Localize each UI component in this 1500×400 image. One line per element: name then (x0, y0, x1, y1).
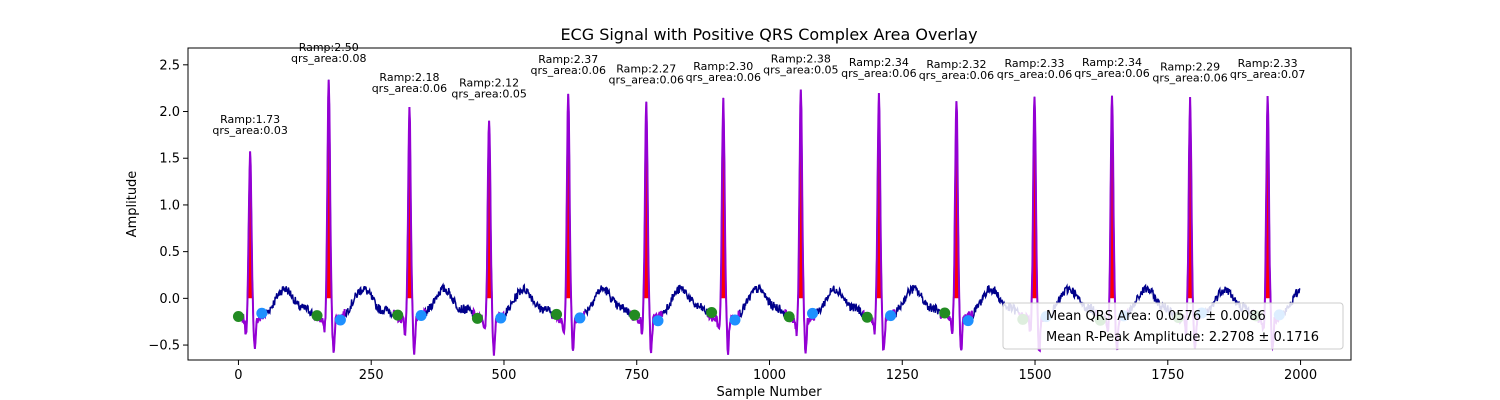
qrs-offset-marker (807, 307, 819, 319)
qrs-area-annotation: qrs_area:0.06 (372, 82, 447, 95)
qrs-area-fill (719, 97, 728, 299)
qrs-area-fill (796, 89, 806, 299)
qrs-offset-marker (962, 315, 974, 327)
qrs-area-fill (874, 93, 884, 299)
legend-entry-mean-r-peak-amplitude: Mean R-Peak Amplitude: 2.2708 ± 0.1716 (1046, 330, 1319, 345)
y-tick-label: 1.5 (159, 152, 180, 167)
qrs-area-fill (1185, 97, 1195, 299)
qrs-area-annotation: qrs_area:0.05 (763, 63, 838, 76)
ramp-annotation: Ramp:2.30 (693, 60, 753, 73)
x-tick-label: 2000 (1284, 368, 1317, 383)
ramp-annotation: Ramp:2.34 (849, 56, 909, 69)
qrs-area-annotation: qrs_area:0.06 (997, 68, 1072, 81)
beat-annotations: Ramp:1.73qrs_area:0.03Ramp:2.50qrs_area:… (212, 41, 1305, 137)
qrs-area-fill (1107, 95, 1117, 299)
qrs-area-annotation: qrs_area:0.06 (530, 64, 605, 77)
ramp-annotation: Ramp:2.32 (926, 58, 986, 71)
legend-box (1002, 302, 1344, 350)
ramp-annotation: Ramp:2.27 (616, 63, 676, 76)
qrs-offset-marker (415, 309, 427, 321)
qrs-offset-marker (256, 307, 268, 319)
ramp-annotation: Ramp:2.33 (1004, 57, 1064, 70)
qrs-onset-marker (392, 309, 404, 321)
qrs-area-fill (1263, 96, 1272, 299)
ramp-annotation: Ramp:2.33 (1238, 57, 1298, 70)
ramp-annotation: Ramp:2.38 (771, 52, 831, 65)
qrs-area-annotation: qrs_area:0.05 (451, 88, 526, 101)
ramp-annotation: Ramp:2.37 (538, 53, 598, 66)
legend: Mean QRS Area: 0.0576 ± 0.0086 Mean R-Pe… (1002, 302, 1344, 350)
qrs-offset-marker (885, 310, 897, 322)
y-tick-label: 0.5 (159, 245, 180, 260)
x-tick-label: 0 (234, 368, 242, 383)
x-tick-label: 500 (492, 368, 517, 383)
y-tick-label: 1.0 (159, 198, 180, 213)
qrs-onset-marker (706, 307, 718, 319)
x-tick-label: 250 (359, 368, 384, 383)
x-axis-label: Sample Number (716, 385, 822, 400)
qrs-area-fill (564, 93, 573, 299)
chart-title: ECG Signal with Positive QRS Complex Are… (560, 25, 977, 44)
qrs-area-annotation: qrs_area:0.06 (686, 71, 761, 84)
qrs-area-annotation: qrs_area:0.07 (1230, 68, 1305, 81)
qrs-onset-marker (939, 307, 951, 319)
qrs-area-fill (952, 101, 961, 299)
qrs-area-annotation: qrs_area:0.03 (212, 124, 287, 137)
qrs-area-fill (405, 107, 414, 299)
qrs-area-fill (1030, 96, 1039, 299)
x-tick-label: 1250 (886, 368, 919, 383)
x-tick-label: 750 (624, 368, 649, 383)
qrs-onset-marker (471, 312, 483, 324)
qrs-area-annotation: qrs_area:0.06 (1074, 67, 1149, 80)
qrs-area-annotation: qrs_area:0.06 (1152, 72, 1227, 85)
ramp-annotation: Ramp:2.18 (379, 71, 439, 84)
qrs-area-fill (245, 151, 255, 299)
x-tick-label: 1000 (753, 368, 786, 383)
y-tick-label: −0.5 (148, 339, 180, 354)
y-axis-label: Amplitude (125, 171, 140, 238)
qrs-onset-marker (232, 311, 244, 323)
y-tick-label: 2.5 (159, 58, 180, 73)
ramp-annotation: Ramp:2.12 (459, 77, 519, 90)
qrs-onset-marker (783, 311, 795, 323)
ramp-annotation: Ramp:2.34 (1082, 56, 1142, 69)
axis-ticks: 0 250 500 750 1000 1250 1500 1750 2000 −0.5 0.0 0.5… (148, 58, 1317, 383)
qrs-area-annotation: qrs_area:0.06 (609, 74, 684, 87)
qrs-offset-marker (729, 314, 741, 326)
qrs-area-fill (484, 120, 494, 299)
qrs-offset-marker (652, 315, 664, 327)
qrs-onset-marker (629, 309, 641, 321)
qrs-area-annotation: qrs_area:0.06 (919, 69, 994, 82)
qrs-area-annotation: qrs_area:0.06 (841, 67, 916, 80)
qrs-offset-marker (334, 314, 346, 326)
qrs-onset-marker (861, 311, 873, 323)
ramp-annotation: Ramp:2.50 (299, 41, 359, 54)
y-tick-label: 2.0 (159, 105, 180, 120)
ramp-annotation: Ramp:1.73 (220, 113, 280, 126)
x-tick-label: 1750 (1151, 368, 1184, 383)
qrs-offset-marker (495, 312, 507, 324)
y-tick-label: 0.0 (159, 292, 180, 307)
qrs-onset-marker (551, 308, 563, 320)
qrs-area-fill (324, 79, 333, 299)
qrs-area-fill (642, 101, 651, 299)
qrs-onset-marker (311, 310, 323, 322)
ramp-annotation: Ramp:2.29 (1160, 61, 1220, 74)
qrs-offset-marker (574, 312, 586, 324)
legend-entry-mean-qrs-area: Mean QRS Area: 0.0576 ± 0.0086 (1046, 309, 1266, 324)
x-tick-label: 1500 (1018, 368, 1051, 383)
qrs-area-annotation: qrs_area:0.08 (291, 52, 366, 65)
